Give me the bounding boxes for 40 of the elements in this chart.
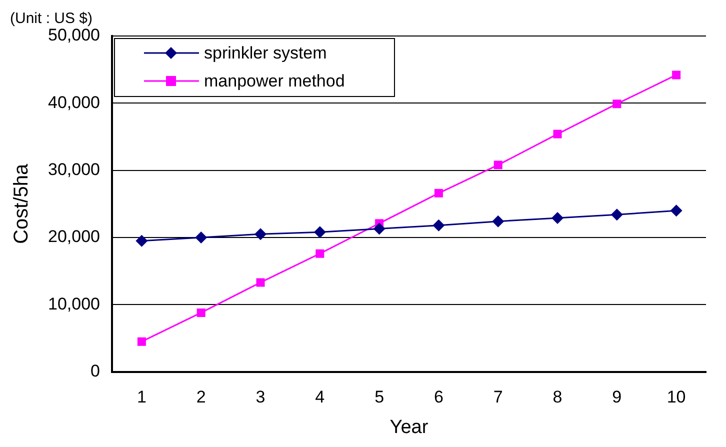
x-tick-label: 1 <box>136 388 146 407</box>
point <box>672 70 681 80</box>
point <box>612 100 622 108</box>
x-axis-title: Year <box>390 416 429 438</box>
point <box>196 308 206 317</box>
x-tick-label: 9 <box>612 388 622 407</box>
x-tick-label: 7 <box>493 388 503 407</box>
x-tick-label: 6 <box>434 388 444 407</box>
point <box>492 215 504 228</box>
point <box>137 337 146 346</box>
point <box>373 222 386 235</box>
y-tick-label: 0 <box>90 361 100 380</box>
y-tick-label: 50,000 <box>48 26 100 45</box>
x-tick-label: 10 <box>666 388 686 407</box>
point <box>610 208 623 221</box>
point <box>432 219 445 232</box>
point <box>256 278 265 287</box>
x-tick-label: 2 <box>196 388 206 407</box>
point <box>314 226 326 238</box>
y-tick-label: 30,000 <box>48 160 100 180</box>
point <box>195 231 208 244</box>
point <box>670 204 682 217</box>
point <box>553 130 562 138</box>
point <box>254 228 266 240</box>
y-tick-label: 40,000 <box>48 92 100 112</box>
y-tick-label: 10,000 <box>48 294 100 314</box>
x-tick-label: 5 <box>374 388 384 407</box>
x-tick-label: 8 <box>552 388 562 407</box>
legend-label: sprinkler system <box>204 44 327 63</box>
x-tick-label: 3 <box>256 388 266 407</box>
point <box>552 212 564 224</box>
legend-label: manpower method <box>204 72 345 91</box>
y-axis-title: Cost/5ha <box>10 163 33 244</box>
x-tick-label: 4 <box>315 388 325 407</box>
point <box>494 160 502 170</box>
point <box>136 234 148 247</box>
point <box>316 249 324 258</box>
y-tick-label: 20,000 <box>48 227 100 246</box>
text: (Unit : US $) <box>10 10 93 27</box>
point <box>434 188 443 198</box>
